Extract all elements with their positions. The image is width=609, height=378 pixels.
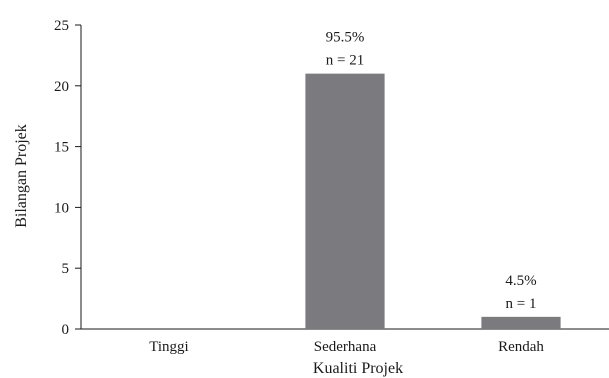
y-tick-label: 25 <box>54 18 69 34</box>
y-axis-title: Bilangan Projek <box>13 124 30 228</box>
data-labels: 95.5% n = 21 4.5% n = 1 <box>326 30 537 312</box>
x-axis: Tinggi Sederhana Rendah <box>81 328 609 355</box>
x-tick-label: Tinggi <box>149 339 188 355</box>
x-tick-label: Rendah <box>498 339 544 355</box>
data-label-percent: 95.5% <box>326 30 365 46</box>
y-tick-label: 20 <box>54 79 69 95</box>
y-axis: 0 5 10 15 20 25 <box>54 18 82 338</box>
bar-sederhana <box>305 73 385 329</box>
x-ticks: Tinggi Sederhana Rendah <box>149 339 544 355</box>
y-tick-label: 10 <box>54 200 69 216</box>
data-label-count: n = 21 <box>326 53 364 69</box>
data-label-percent: 4.5% <box>505 273 536 289</box>
x-tick-label: Sederhana <box>314 339 377 355</box>
y-tick-label: 15 <box>54 140 69 156</box>
data-label-count: n = 1 <box>506 296 537 312</box>
y-tick-label: 5 <box>62 261 70 277</box>
y-tick-label: 0 <box>62 322 70 338</box>
y-ticks: 0 5 10 15 20 25 <box>54 18 81 338</box>
bars <box>305 73 561 329</box>
bar-rendah <box>481 316 561 329</box>
x-axis-title: Kualiti Projek <box>313 360 403 377</box>
